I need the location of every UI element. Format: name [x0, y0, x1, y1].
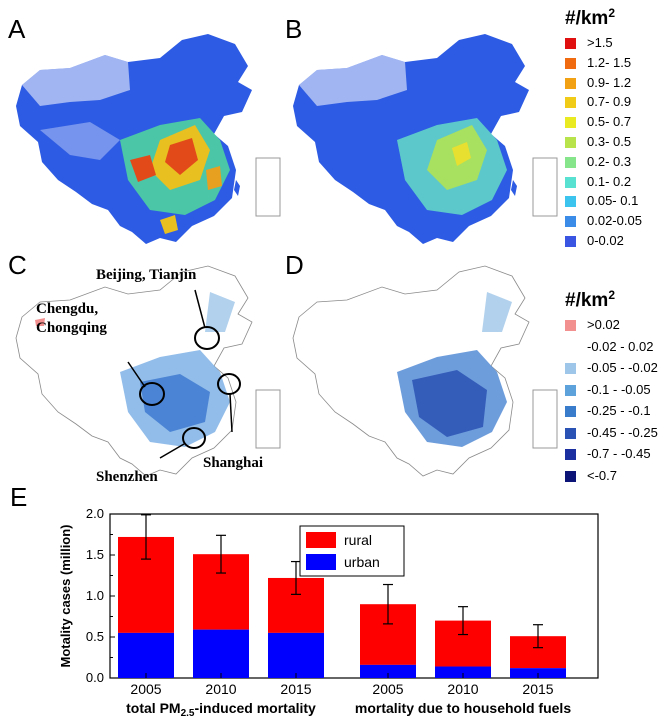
legend-label: -0.1 - -0.05: [587, 381, 651, 397]
legend-label: 1.2- 1.5: [587, 54, 632, 70]
annotation-beijing-tianjin: Beijing, Tianjin: [96, 267, 197, 283]
legend-swatch: [565, 137, 576, 148]
legend-top-title: #/km2: [565, 6, 615, 29]
x-tick-label: 2005: [130, 681, 161, 697]
group-label-household: mortality due to household fuels: [355, 700, 571, 716]
legend-label-urban: urban: [344, 554, 380, 570]
legend-label: -0.05 - -0.02: [587, 360, 658, 375]
legend-swatch: [565, 320, 576, 331]
legend-label: 0.1- 0.2: [587, 173, 632, 189]
legend-label: -0.25 - -0.1: [587, 403, 651, 418]
legend-label: -0.45 - -0.25: [587, 424, 658, 440]
y-axis-label: Motality cases (million): [58, 524, 73, 667]
y-tick-label: 1.5: [86, 547, 104, 562]
legend-top: >1.5 1.2- 1.5 0.9- 1.2 0.7- 0.9 0.5- 0.7 0.3-…: [565, 34, 662, 254]
legend-swatch-rural: [306, 532, 336, 548]
legend-swatch: [565, 236, 576, 247]
bar-urban: [360, 664, 416, 678]
legend-swatch: [565, 97, 576, 109]
legend-swatch: [565, 77, 576, 89]
legend-label: 0.9- 1.2: [587, 74, 632, 90]
legend-swatch: [565, 427, 576, 439]
bar-urban: [193, 629, 249, 678]
y-tick-label: 0.5: [86, 629, 104, 644]
panel-label-c: C: [8, 250, 27, 280]
map-panel-a: [16, 34, 281, 244]
annotation-shenzhen: Shenzhen: [96, 469, 158, 485]
group-label-total-pm: total PM2.5-induced mortality: [126, 700, 316, 719]
legend-swatch: [565, 156, 576, 168]
legend-label: >1.5: [587, 35, 613, 50]
annotation-chengdu: Chengdu,: [36, 301, 99, 317]
legend-swatch: [565, 449, 576, 460]
legend-swatch: [565, 406, 576, 417]
legend-swatch: [565, 216, 576, 228]
x-tick-label: 2010: [205, 681, 236, 697]
legend-swatch: [565, 341, 576, 353]
bar-urban: [118, 632, 174, 678]
legend-label: 0.05- 0.1: [587, 193, 639, 209]
legend-label: 0.7- 0.9: [587, 94, 632, 110]
legend-label: -0.02 - 0.02: [587, 338, 654, 354]
legend-swatch: [565, 384, 576, 396]
bar-urban: [268, 632, 324, 678]
legend-swatch: [565, 470, 576, 482]
legend-bottom: >0.02 -0.02 - 0.02 -0.05 - -0.02 -0.1 - -0.…: [565, 316, 662, 486]
legend-swatch: [565, 117, 576, 129]
x-tick-label: 2015: [280, 681, 311, 697]
legend-label: 0-0.02: [587, 233, 624, 248]
legend-swatch: [565, 176, 576, 188]
legend-label: <-0.7: [587, 467, 617, 483]
panel-label-b: B: [285, 14, 303, 44]
panel-label-d: D: [285, 250, 304, 280]
legend-label: 0.02-0.05: [587, 213, 642, 229]
y-tick-label: 2.0: [86, 506, 104, 521]
legend-label: >0.02: [587, 317, 620, 332]
legend-swatch-urban: [306, 554, 336, 570]
legend-label: -0.7 - -0.45: [587, 446, 651, 461]
panel-label-e: E: [10, 482, 28, 512]
map-panel-b: [293, 34, 558, 244]
map-panel-d: [292, 265, 558, 477]
legend-swatch: [565, 196, 576, 208]
legend-label: 0.3- 0.5: [587, 134, 632, 149]
legend-swatch: [565, 38, 576, 49]
legend-label: 0.2- 0.3: [587, 153, 632, 169]
x-tick-label: 2005: [372, 681, 403, 697]
mortality-bar-chart: 0.0 0.5 1.0 1.5 2.0 Motality cases (million) 2…: [58, 506, 599, 719]
legend-label-rural: rural: [344, 532, 372, 548]
annotation-shanghai: Shanghai: [203, 455, 264, 471]
legend-swatch: [565, 363, 576, 374]
annotation-chongqing: Chongqing: [36, 320, 107, 336]
map-panel-c: [15, 265, 281, 477]
legend-label: 0.5- 0.7: [587, 114, 632, 130]
bar-urban: [435, 666, 491, 678]
legend-swatch: [565, 57, 576, 69]
x-tick-label: 2010: [447, 681, 478, 697]
legend-bottom-title: #/km2: [565, 288, 615, 311]
x-tick-label: 2015: [522, 681, 553, 697]
panel-label-a: A: [8, 14, 26, 44]
y-tick-label: 0.0: [86, 670, 104, 685]
y-tick-label: 1.0: [86, 588, 104, 603]
